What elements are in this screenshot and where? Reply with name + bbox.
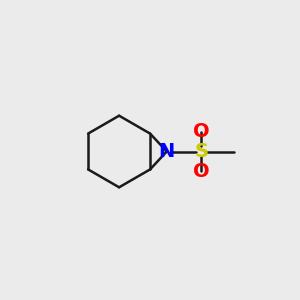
Text: O: O — [193, 162, 210, 181]
Text: N: N — [159, 142, 175, 161]
Text: O: O — [193, 122, 210, 141]
Text: S: S — [194, 142, 208, 161]
